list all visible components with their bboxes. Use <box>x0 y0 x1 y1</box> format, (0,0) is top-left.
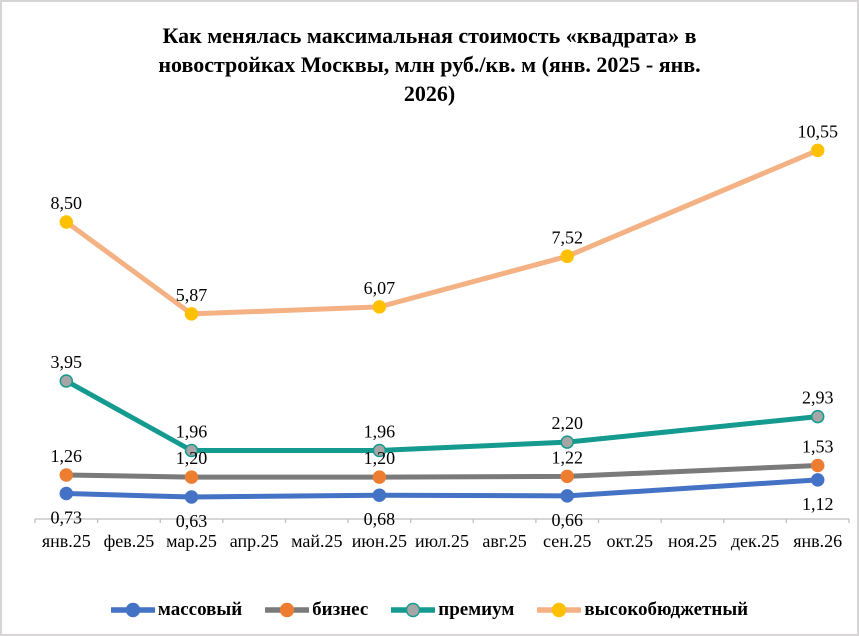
legend-swatch-vysokobyudzhetnyy <box>537 602 582 617</box>
series-marker-massovyy <box>810 473 825 487</box>
series-marker-massovyy <box>560 489 574 503</box>
data-label-massovyy-3: 0,66 <box>551 510 583 530</box>
data-label-massovyy-1: 0,63 <box>176 511 208 531</box>
legend-item-massovyy: массовый <box>110 599 243 620</box>
legend-item-biznes: бизнес <box>265 600 368 619</box>
legend-swatch-biznes <box>265 602 310 617</box>
x-axis-label-6: июл.25 <box>415 531 469 551</box>
legend-label-biznes: бизнес <box>312 599 369 620</box>
data-label-premium-1: 1,96 <box>176 422 208 442</box>
series-marker-biznes <box>59 468 74 482</box>
series-marker-premium <box>810 409 825 424</box>
x-axis-label-5: июн.25 <box>352 531 407 551</box>
legend-label-massovyy: массовый <box>157 599 243 620</box>
x-axis-label-8: сен.25 <box>543 531 591 551</box>
legend-swatch-premium <box>391 602 436 617</box>
chart-title-line-3: 2026) <box>403 81 456 106</box>
legend-item-premium: премиум <box>391 600 514 619</box>
series-marker-massovyy <box>372 488 387 502</box>
data-label-biznes-3: 1,22 <box>551 447 583 467</box>
chart-title: Как менялась максимальная стоимость «ква… <box>2 21 857 108</box>
series-marker-vysokobyudzhetnyy <box>372 300 387 314</box>
data-label-massovyy-2: 0,68 <box>364 509 396 529</box>
series-marker-massovyy <box>184 490 199 504</box>
series-marker-biznes <box>184 470 199 484</box>
series-marker-biznes <box>560 469 574 484</box>
legend: массовый бизнес премиум высокобюджетный <box>2 600 857 619</box>
series-marker-vysokobyudzhetnyy <box>184 307 199 321</box>
data-label-premium-4: 2,93 <box>802 388 834 408</box>
legend-label-premium: премиум <box>438 599 515 620</box>
series-marker-biznes <box>372 470 387 484</box>
series-marker-premium <box>59 374 74 388</box>
series-marker-massovyy <box>59 486 74 501</box>
data-label-biznes-1: 1,20 <box>176 448 208 468</box>
series-marker-vysokobyudzhetnyy <box>59 215 74 229</box>
data-label-premium-3: 2,20 <box>551 413 583 433</box>
legend-swatch-massovyy <box>110 602 155 617</box>
series-marker-vysokobyudzhetnyy <box>810 143 825 158</box>
x-axis-label-10: ноя.25 <box>668 531 717 551</box>
data-label-vysokobyudzhetnyy-3: 7,52 <box>551 227 583 247</box>
series-marker-premium <box>560 435 574 449</box>
series-line-massovyy <box>63 477 821 500</box>
series-marker-premium <box>372 443 387 458</box>
legend-label-vysokobyudzhetnyy: высокобюджетный <box>584 599 749 620</box>
data-label-premium-2: 1,96 <box>364 422 396 442</box>
data-label-massovyy-4: 1,12 <box>802 494 834 514</box>
x-axis-label-1: фев.25 <box>104 531 155 551</box>
data-label-premium-0: 3,95 <box>51 352 83 372</box>
data-label-biznes-4: 1,53 <box>802 437 834 457</box>
data-label-vysokobyudzhetnyy-2: 6,07 <box>364 278 396 298</box>
chart-title-line-1: Как менялась максимальная стоимость «ква… <box>162 23 697 48</box>
legend-item-vysokobyudzhetnyy: высокобюджетный <box>537 600 748 619</box>
x-axis-label-11: дек.25 <box>731 531 779 551</box>
data-label-vysokobyudzhetnyy-0: 8,50 <box>51 193 83 213</box>
x-axis-label-7: авг.25 <box>482 531 526 551</box>
data-label-biznes-2: 1,20 <box>364 448 396 468</box>
chart-title-line-2: новостройках Москвы, млн руб./кв. м (янв… <box>158 52 701 77</box>
data-label-massovyy-0: 0,73 <box>51 508 83 528</box>
series-marker-premium <box>184 443 199 458</box>
x-axis-label-3: апр.25 <box>230 531 279 551</box>
x-axis-label-0: янв.25 <box>42 531 91 551</box>
data-label-vysokobyudzhetnyy-1: 5,87 <box>176 285 208 305</box>
data-label-vysokobyudzhetnyy-4: 10,55 <box>797 121 838 141</box>
x-axis-label-4: май.25 <box>291 531 342 551</box>
x-axis-label-9: окт.25 <box>607 531 654 551</box>
series-marker-vysokobyudzhetnyy <box>560 249 574 264</box>
data-label-biznes-0: 1,26 <box>51 446 83 466</box>
series-marker-biznes <box>810 458 825 473</box>
x-axis-label-2: мар.25 <box>166 531 217 551</box>
x-axis-label-12: янв.26 <box>793 531 842 551</box>
